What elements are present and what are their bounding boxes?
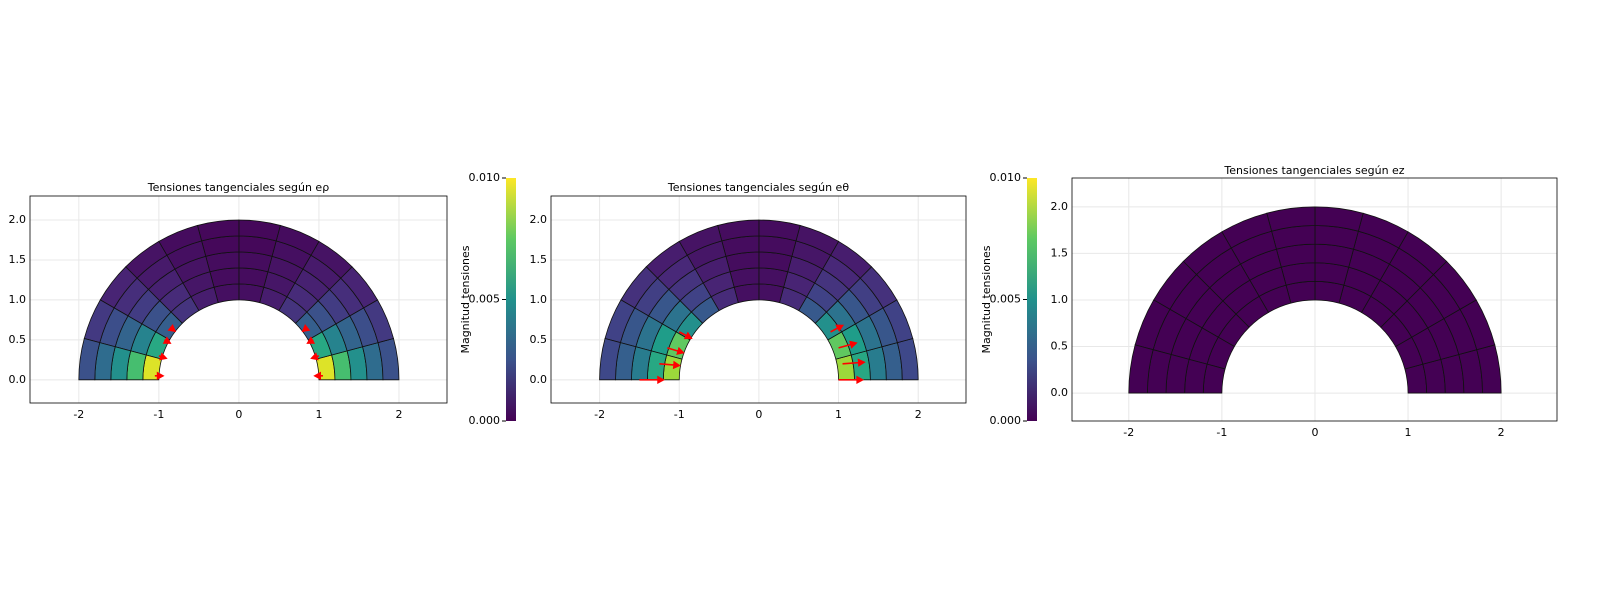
arrow (830, 324, 845, 333)
x-tick-label: -1 (153, 408, 164, 421)
arrow (313, 371, 323, 381)
plot: Tensiones tangenciales según eθ -2 -1 0 1 2 0.… (530, 171, 1037, 427)
y-tick-label: 0.0 (9, 373, 27, 386)
mesh-cell (599, 337, 621, 381)
y-tick-label: 0.0 (530, 373, 548, 386)
arrow (162, 336, 172, 344)
colorbar-tick-label: 0.005 (469, 293, 501, 306)
y-tick-label: 0.5 (9, 333, 27, 346)
arrow (838, 340, 858, 349)
colorbar-tick-label: 0.010 (990, 171, 1022, 184)
arrow (167, 323, 177, 333)
plot: Tensiones tangenciales según ez -2 -1 0 1 2 0.… (1051, 164, 1558, 439)
colorbar (1027, 178, 1037, 421)
arrow (310, 352, 320, 361)
x-tick-label: 1 (835, 408, 842, 421)
y-tick-label: 2.0 (1051, 200, 1069, 213)
y-tick-label: 1.5 (1051, 246, 1069, 259)
plot-title: Tensiones tangenciales según eθ (667, 181, 849, 194)
y-tick-label: 1.0 (9, 293, 27, 306)
colorbar-label: Magnitud tensiones (980, 245, 993, 353)
colorbar-label: Magnitud tensiones (459, 245, 472, 353)
colorbar-tick-label: 0.000 (990, 414, 1022, 427)
x-tick-label: -1 (674, 408, 685, 421)
y-tick-label: 1.0 (1051, 293, 1069, 306)
axes-frame (29, 195, 448, 404)
y-tick-label: 1.0 (530, 293, 548, 306)
plot-title: Tensiones tangenciales según ez (1223, 164, 1404, 177)
colorbar-tick-label: 0.000 (469, 414, 501, 427)
y-tick-label: 1.5 (530, 253, 548, 266)
arrow (158, 352, 168, 361)
arrow (678, 331, 693, 340)
x-tick-label: 0 (235, 408, 242, 421)
x-tick-label: 0 (755, 408, 762, 421)
x-tick-label: -2 (73, 408, 84, 421)
arrow (659, 360, 681, 370)
mesh-cell (1202, 363, 1226, 394)
x-tick-label: -1 (1216, 426, 1227, 439)
x-tick-label: -2 (1123, 426, 1134, 439)
arrow (838, 375, 865, 385)
y-tick-label: 2.0 (530, 213, 548, 226)
mesh-cell (78, 337, 101, 381)
plot: Tensiones tangenciales según eρ -2 -1 0 1 2 0.… (9, 171, 516, 427)
colorbar-tick-label: 0.005 (990, 293, 1022, 306)
arrow (306, 336, 316, 344)
arrow (842, 358, 866, 367)
x-tick-label: 2 (395, 408, 402, 421)
mesh-cell (1128, 344, 1154, 394)
colorbar (506, 178, 516, 421)
mesh-cell (1314, 280, 1345, 304)
x-tick-label: 0 (1311, 426, 1318, 439)
arrow (639, 375, 665, 385)
arrow (301, 323, 311, 333)
y-tick-label: 0.5 (1051, 340, 1069, 353)
x-tick-label: 2 (915, 408, 922, 421)
plot-title: Tensiones tangenciales según eρ (147, 181, 329, 194)
x-tick-label: 1 (1405, 426, 1412, 439)
arrow (667, 346, 685, 355)
x-tick-label: -2 (594, 408, 605, 421)
y-tick-label: 1.5 (9, 253, 27, 266)
arrow (154, 371, 165, 381)
y-tick-label: 0.5 (530, 333, 548, 346)
y-tick-label: 0.0 (1051, 386, 1069, 399)
axes-frame (550, 195, 967, 404)
x-tick-label: 1 (315, 408, 322, 421)
y-tick-label: 2.0 (9, 213, 27, 226)
x-tick-label: 2 (1498, 426, 1505, 439)
axes-frame (1071, 177, 1558, 422)
colorbar-tick-label: 0.010 (469, 171, 501, 184)
